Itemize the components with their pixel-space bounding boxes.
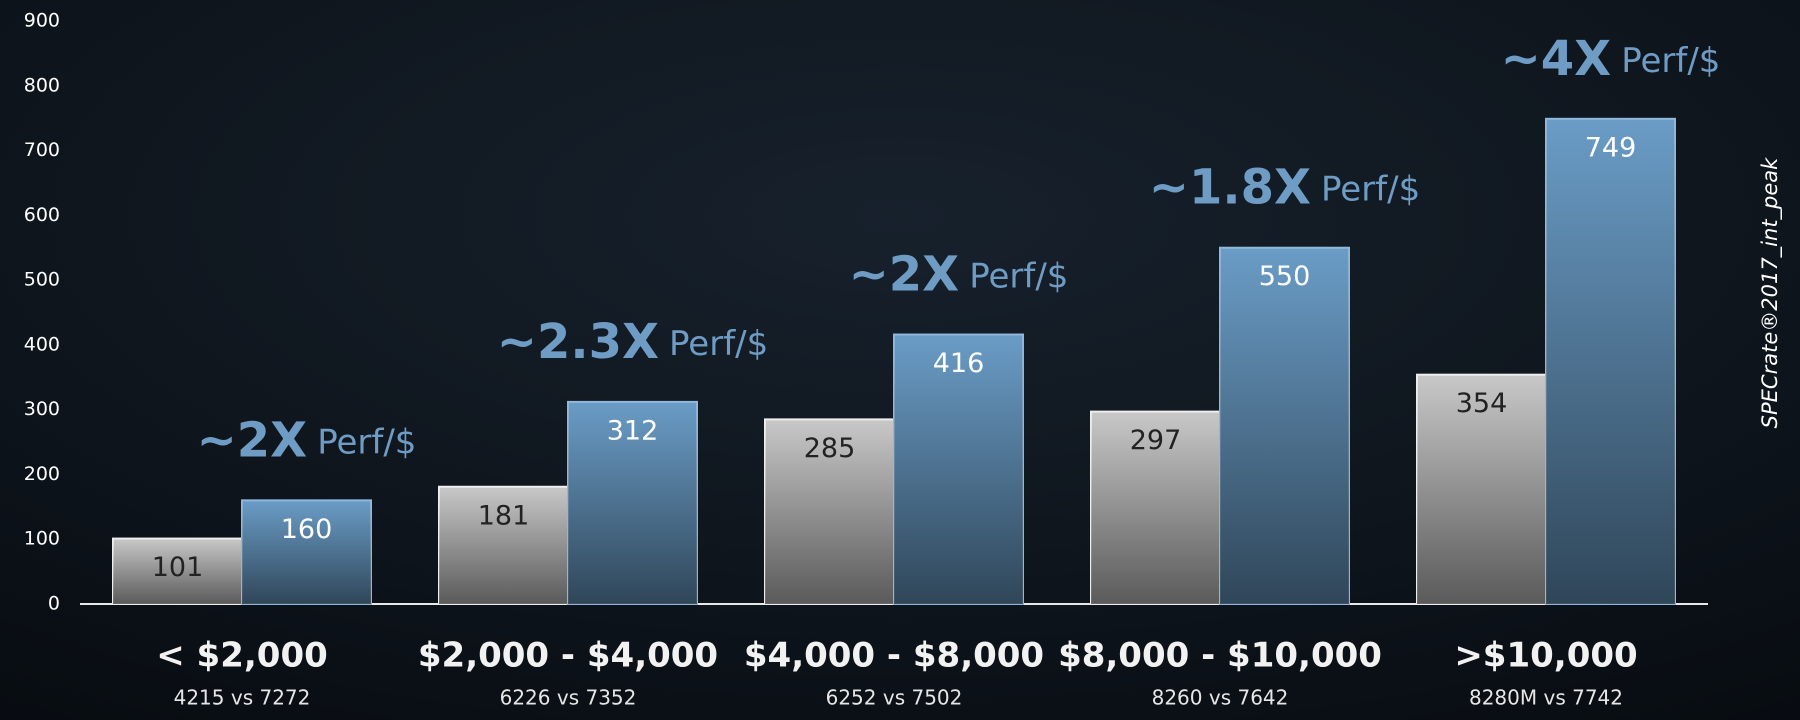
bar-shade [1417,374,1546,604]
value-label: 416 [933,348,985,379]
bar-shade [242,500,371,604]
x-tick-label: >$10,000 [1454,636,1637,676]
value-label: 550 [1259,261,1311,292]
x-tick-label: $4,000 - $8,000 [744,636,1044,676]
annotation-unit: Perf/$ [1621,40,1720,80]
bar-shade [765,419,894,604]
category-note: 4215 vs 7272 [174,686,311,710]
bar-shade [113,538,242,604]
y-tick-label: 600 [24,204,60,226]
bar-shade [1220,247,1349,604]
y-tick-label: 100 [24,528,60,550]
annotation-unit: Perf/$ [317,422,416,462]
category-note: 8260 vs 7642 [1152,686,1289,710]
y-tick-label: 400 [24,333,60,355]
y-tick-label: 0 [48,593,60,615]
annotation: ~2X Perf/$ [197,412,417,468]
annotation: ~4X Perf/$ [1501,31,1721,87]
annotation-multiplier: ~2.3X [497,314,659,370]
x-tick-label: < $2,000 [156,636,328,676]
annotation: ~2X Perf/$ [849,247,1069,303]
annotation-multiplier: ~1.8X [1149,160,1311,216]
value-label: 749 [1585,132,1637,163]
y-tick-label: 200 [24,463,60,485]
annotation-unit: Perf/$ [1321,169,1420,209]
x-tick-label: $8,000 - $10,000 [1058,636,1382,676]
y-tick-label: 900 [24,10,60,32]
bar-shade [1091,411,1220,604]
value-label: 312 [607,415,659,446]
annotation-unit: Perf/$ [669,323,768,363]
y-tick-label: 500 [24,269,60,291]
y-axis-label: SPECrate®2017_int_peak [1758,157,1783,429]
annotation: ~2.3X Perf/$ [497,314,769,370]
value-label: 354 [1456,388,1508,419]
bar-shade [568,401,697,604]
bar-shade [894,334,1023,604]
annotation-multiplier: ~2X [197,412,308,468]
annotation-multiplier: ~4X [1501,31,1612,87]
category-note: 6226 vs 7352 [500,686,637,710]
value-label: 101 [152,552,204,583]
annotation-multiplier: ~2X [849,247,960,303]
x-tick-label: $2,000 - $4,000 [418,636,718,676]
annotation-unit: Perf/$ [969,256,1068,296]
annotation: ~1.8X Perf/$ [1149,160,1421,216]
y-tick-label: 700 [24,139,60,161]
value-label: 181 [478,500,530,531]
category-note: 8280M vs 7742 [1469,686,1623,710]
y-tick-label: 300 [24,398,60,420]
bar-shade [439,486,568,604]
value-label: 297 [1130,425,1182,456]
value-label: 160 [281,514,333,545]
category-note: 6252 vs 7502 [826,686,963,710]
value-label: 285 [804,433,856,464]
bar-shade [1546,118,1675,604]
y-tick-label: 800 [24,74,60,96]
